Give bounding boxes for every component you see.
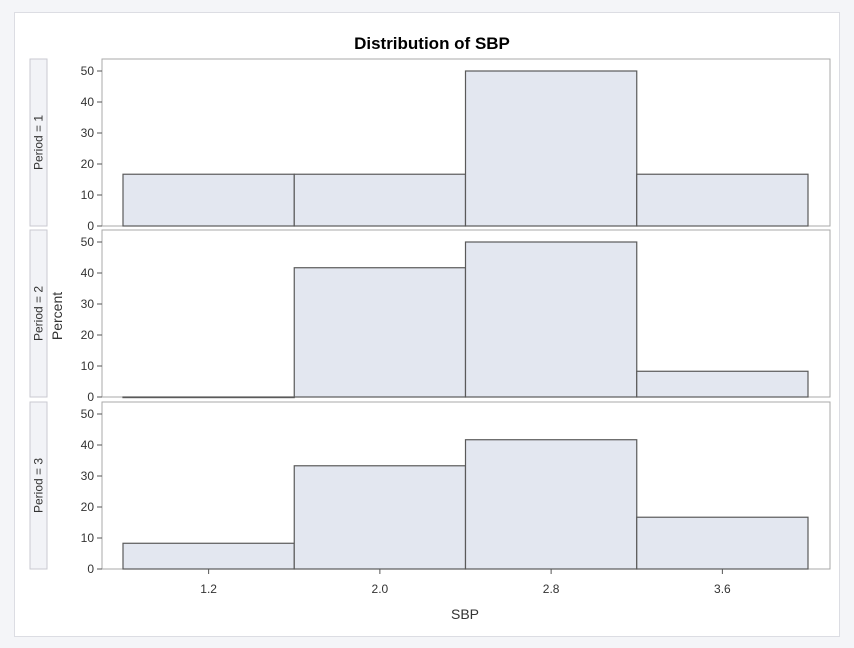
y-tick-label: 20 [81, 157, 95, 171]
chart-title: Distribution of SBP [354, 34, 510, 53]
y-tick-label: 10 [81, 359, 95, 373]
histogram-bar [636, 516, 809, 570]
histogram-bar [293, 465, 467, 570]
y-tick-label: 50 [81, 64, 95, 78]
panel-1: Period = 1 0 10 20 30 40 50 [29, 58, 831, 233]
panels-group: Period = 1 0 10 20 30 40 50 Period = 2 0 10 20 30 40… [29, 58, 831, 596]
y-tick-label: 0 [87, 219, 94, 233]
panel-strip [29, 401, 48, 570]
x-tick-label: 2.8 [543, 582, 560, 596]
y-tick-label: 10 [81, 531, 95, 545]
y-tick-label: 50 [81, 235, 95, 249]
panel-strip [29, 58, 48, 227]
y-tick-label: 20 [81, 500, 95, 514]
x-tick-label: 1.2 [200, 582, 217, 596]
panel-strip-label: Period = 1 [32, 115, 46, 170]
x-axis-label: SBP [451, 606, 479, 622]
y-tick-label: 40 [81, 266, 95, 280]
panel-strip-label: Period = 3 [32, 458, 46, 513]
x-tick-label: 3.6 [714, 582, 731, 596]
y-tick-label: 30 [81, 469, 95, 483]
y-tick-label: 30 [81, 297, 95, 311]
histogram-bar [636, 173, 809, 227]
histogram-bar [636, 370, 809, 398]
histogram-bar [464, 241, 638, 398]
histogram-bar [122, 542, 295, 570]
y-tick-label: 40 [81, 95, 95, 109]
y-tick-label: 0 [87, 562, 94, 576]
panel-strip [29, 229, 48, 398]
panel-strip-label: Period = 2 [32, 286, 46, 341]
y-tick-label: 20 [81, 328, 95, 342]
y-tick-label: 40 [81, 438, 95, 452]
histogram-bar [293, 267, 467, 398]
y-axis-label: Percent [49, 292, 65, 340]
y-tick-label: 30 [81, 126, 95, 140]
panel-2: Period = 2 0 10 20 30 40 50 [29, 229, 831, 404]
histogram-bar [122, 396, 295, 399]
histogram-bar [464, 439, 638, 570]
y-tick-label: 10 [81, 188, 95, 202]
y-tick-label: 0 [87, 390, 94, 404]
histogram-bar [293, 173, 467, 227]
histogram-bar [122, 173, 295, 227]
y-tick-label: 50 [81, 407, 95, 421]
histogram-bar [464, 70, 638, 227]
panel-3: Period = 3 0 10 20 30 40 50 [29, 401, 831, 576]
x-tick-label: 2.0 [372, 582, 389, 596]
